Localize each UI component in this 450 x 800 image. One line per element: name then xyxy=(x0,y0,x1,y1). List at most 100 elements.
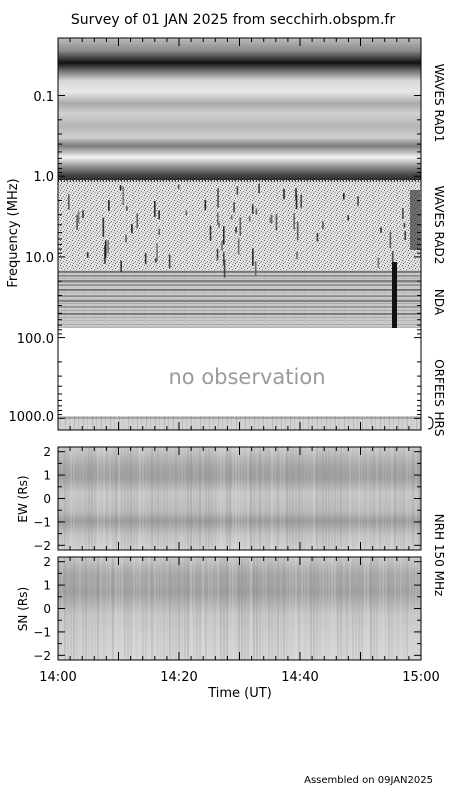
freq-tick-label: 1000.0 xyxy=(9,410,55,425)
rad2-edge-dot xyxy=(406,180,407,182)
rad2-edge-dot xyxy=(124,180,125,182)
rad2-edge-dot xyxy=(256,180,257,182)
nrh-stripe xyxy=(331,557,333,660)
nrh-stripe xyxy=(163,447,165,550)
rad2-edge-dot xyxy=(304,180,305,182)
nrh-stripe xyxy=(205,447,207,550)
nrh-stripe xyxy=(337,447,339,550)
nrh-stripe xyxy=(361,557,363,660)
nrh-stripe xyxy=(265,557,267,660)
ew-axis-label: EW (Rs) xyxy=(16,475,30,522)
rad2-edge-dot xyxy=(172,180,173,182)
nrh-stripe xyxy=(79,557,81,660)
rad2-edge-dot xyxy=(415,180,416,182)
nrh-stripe xyxy=(256,557,258,660)
nrh-stripe xyxy=(121,557,123,660)
nrh-stripe xyxy=(136,447,138,550)
rad2-edge-dot xyxy=(220,180,221,182)
nrh-stripe xyxy=(349,557,351,660)
nrh-stripe xyxy=(310,447,312,550)
nrh-tick-label: 2 xyxy=(43,445,51,459)
nrh-stripe xyxy=(298,447,300,550)
instrument-labels: WAVES RAD1 WAVES RAD2 NDA ORFEES HRS xyxy=(427,64,446,436)
nrh-stripe xyxy=(328,447,330,550)
nrh-stripe xyxy=(91,447,93,550)
nrh-stripe xyxy=(187,447,189,550)
nrh-stripe xyxy=(223,447,225,550)
nrh-stripe xyxy=(238,557,240,660)
nrh-stripe xyxy=(163,557,165,660)
rad2-edge-dot xyxy=(193,180,194,182)
rad2-edge-dot xyxy=(310,180,311,182)
rad2-edge-dot xyxy=(91,180,92,182)
nrh-stripe xyxy=(316,447,318,550)
nrh-stripe xyxy=(334,557,336,660)
rad2-edge-dot xyxy=(115,180,116,182)
figure-title: Survey of 01 JAN 2025 from secchirh.obsp… xyxy=(71,12,395,28)
nrh-stripe xyxy=(82,447,84,550)
rad2-edge-dot xyxy=(328,180,329,182)
nrh-stripe xyxy=(283,447,285,550)
nrh-stripe xyxy=(184,557,186,660)
nrh-stripe xyxy=(208,557,210,660)
nrh-stripe xyxy=(328,557,330,660)
nrh-stripe xyxy=(235,447,237,550)
rad2-edge-dot xyxy=(100,180,101,182)
rad2-edge-dot xyxy=(112,180,113,182)
nrh-stripe xyxy=(136,557,138,660)
nrh-stripe xyxy=(301,557,303,660)
nrh-stripe xyxy=(157,557,159,660)
nrh-stripe xyxy=(118,447,120,550)
nrh-stripe xyxy=(151,447,153,550)
nrh-stripe xyxy=(94,557,96,660)
nrh-stripe xyxy=(211,447,213,550)
nrh-stripe xyxy=(70,557,72,660)
nrh-stripe xyxy=(346,447,348,550)
nrh-stripe xyxy=(259,447,261,550)
hrs-bracket xyxy=(427,416,434,430)
nrh-stripe xyxy=(301,447,303,550)
rad2-edge-dot xyxy=(382,180,383,182)
nrh-stripe xyxy=(358,557,360,660)
nrh-stripe xyxy=(373,557,375,660)
rad2-edge-dot xyxy=(370,180,371,182)
rad2-edge-dot xyxy=(163,180,164,182)
frequency-axis: 0.1 1.0 10.0 100.0 1000.0 Frequency (MHz… xyxy=(6,90,421,425)
nrh-stripe xyxy=(142,447,144,550)
nrh-stripe xyxy=(382,557,384,660)
time-tick-label: 15:00 xyxy=(402,670,439,685)
rad2-edge-dot xyxy=(121,180,122,182)
nrh-stripe xyxy=(280,557,282,660)
nrh-stripe xyxy=(127,447,129,550)
no-observation-label: no observation xyxy=(168,365,325,389)
nrh-stripe xyxy=(406,447,408,550)
time-tick-label: 14:00 xyxy=(39,670,76,685)
nrh-stripe xyxy=(304,557,306,660)
rad2-edge-dot xyxy=(403,180,404,182)
nrh-stripe xyxy=(379,447,381,550)
nrh-tick-label: 2 xyxy=(43,555,51,569)
nrh-stripe xyxy=(241,447,243,550)
nrh-stripe xyxy=(172,557,174,660)
nrh-stripe xyxy=(394,557,396,660)
rad2-edge-dot xyxy=(319,180,320,182)
burst-patch xyxy=(410,190,420,250)
nrh-stripe xyxy=(388,447,390,550)
rad2-edge-dot xyxy=(211,180,212,182)
waves-rad2-band xyxy=(58,180,421,270)
nrh-stripe xyxy=(244,447,246,550)
nrh-stripe xyxy=(286,447,288,550)
instrument-label: NDA xyxy=(432,289,446,316)
nrh-stripe xyxy=(193,447,195,550)
rad2-edge-dot xyxy=(139,180,140,182)
nrh-stripe xyxy=(388,557,390,660)
nrh-stripe xyxy=(115,557,117,660)
nrh-stripe xyxy=(103,447,105,550)
nrh-stripe xyxy=(79,447,81,550)
nrh-ew-panel: 2 1 0 −1 −2 EW (Rs) xyxy=(16,445,422,553)
nrh-stripe xyxy=(130,557,132,660)
rad2-edge-dot xyxy=(106,180,107,182)
nrh-stripe xyxy=(262,447,264,550)
nrh-stripe xyxy=(334,447,336,550)
rad2-edge-dot xyxy=(130,180,131,182)
